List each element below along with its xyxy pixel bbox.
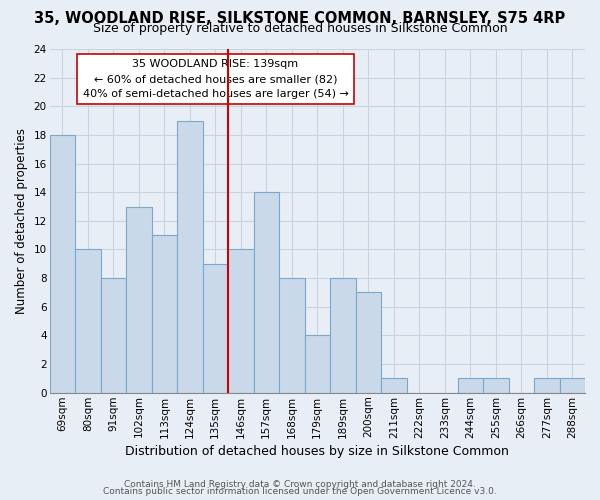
Text: Contains HM Land Registry data © Crown copyright and database right 2024.: Contains HM Land Registry data © Crown c… <box>124 480 476 489</box>
Text: 35 WOODLAND RISE: 139sqm
← 60% of detached houses are smaller (82)
40% of semi-d: 35 WOODLAND RISE: 139sqm ← 60% of detach… <box>83 60 349 99</box>
Text: 35, WOODLAND RISE, SILKSTONE COMMON, BARNSLEY, S75 4RP: 35, WOODLAND RISE, SILKSTONE COMMON, BAR… <box>34 11 566 26</box>
Text: Contains public sector information licensed under the Open Government Licence v3: Contains public sector information licen… <box>103 487 497 496</box>
Bar <box>254 192 279 392</box>
X-axis label: Distribution of detached houses by size in Silkstone Common: Distribution of detached houses by size … <box>125 444 509 458</box>
Bar <box>560 378 585 392</box>
Bar <box>50 135 75 392</box>
Bar <box>381 378 407 392</box>
Text: Size of property relative to detached houses in Silkstone Common: Size of property relative to detached ho… <box>92 22 508 35</box>
Bar <box>75 250 101 392</box>
Bar <box>356 292 381 392</box>
Bar <box>177 120 203 392</box>
Bar <box>228 250 254 392</box>
Bar <box>152 235 177 392</box>
Bar <box>305 336 330 392</box>
Bar <box>279 278 305 392</box>
Bar <box>534 378 560 392</box>
Bar <box>101 278 126 392</box>
Bar <box>126 206 152 392</box>
Bar <box>330 278 356 392</box>
Bar <box>203 264 228 392</box>
Y-axis label: Number of detached properties: Number of detached properties <box>15 128 28 314</box>
Bar <box>458 378 483 392</box>
Bar <box>483 378 509 392</box>
